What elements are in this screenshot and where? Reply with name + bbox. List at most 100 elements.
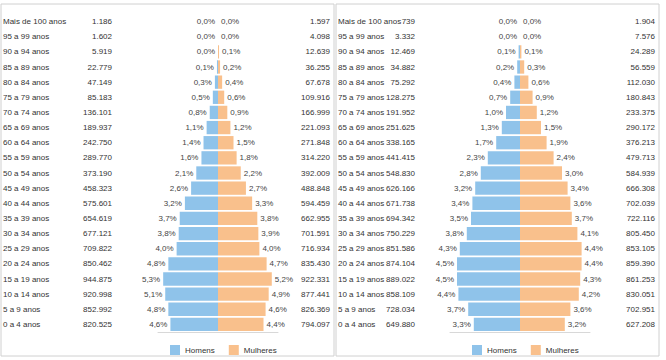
svg-text:861.253: 861.253 xyxy=(626,275,655,284)
svg-text:0,2%: 0,2% xyxy=(223,63,241,72)
svg-text:4,6%: 4,6% xyxy=(149,320,167,329)
svg-text:4,4%: 4,4% xyxy=(267,320,285,329)
svg-text:5 a 9 anos: 5 a 9 anos xyxy=(3,305,40,314)
svg-text:4.098: 4.098 xyxy=(310,32,331,41)
svg-text:4,3%: 4,3% xyxy=(583,275,601,284)
svg-text:584.939: 584.939 xyxy=(626,169,655,178)
svg-text:95 a 99 anos: 95 a 99 anos xyxy=(3,32,49,41)
svg-text:45 a 49 anos: 45 a 49 anos xyxy=(3,184,49,193)
svg-text:4,8%: 4,8% xyxy=(147,305,165,314)
svg-text:70 a 74 anos: 70 a 74 anos xyxy=(3,108,49,117)
svg-text:4,0%: 4,0% xyxy=(155,244,173,253)
svg-text:85.183: 85.183 xyxy=(88,93,113,102)
svg-text:20 a 24 anos: 20 a 24 anos xyxy=(338,259,384,268)
svg-text:12.469: 12.469 xyxy=(391,47,416,56)
svg-text:Homens: Homens xyxy=(185,346,215,355)
svg-text:1,8%: 1,8% xyxy=(240,153,258,162)
svg-text:36.255: 36.255 xyxy=(306,63,331,72)
svg-text:233.375: 233.375 xyxy=(626,108,655,117)
svg-text:3,3%: 3,3% xyxy=(453,320,471,329)
svg-text:251.625: 251.625 xyxy=(386,123,415,132)
svg-text:701.591: 701.591 xyxy=(301,229,330,238)
svg-text:25 a 29 anos: 25 a 29 anos xyxy=(338,244,384,253)
svg-text:830.051: 830.051 xyxy=(626,290,655,299)
svg-text:5 a 9 anos: 5 a 9 anos xyxy=(338,305,375,314)
svg-text:0,0%: 0,0% xyxy=(499,32,517,41)
svg-text:805.450: 805.450 xyxy=(626,229,655,238)
svg-text:0,0%: 0,0% xyxy=(197,47,215,56)
svg-text:2,7%: 2,7% xyxy=(249,184,267,193)
svg-text:458.323: 458.323 xyxy=(83,184,112,193)
svg-text:709.822: 709.822 xyxy=(83,244,112,253)
svg-text:5.919: 5.919 xyxy=(92,47,113,56)
svg-text:1,4%: 1,4% xyxy=(182,138,200,147)
svg-text:34.882: 34.882 xyxy=(391,63,416,72)
svg-text:0 a 4 anos: 0 a 4 anos xyxy=(338,320,375,329)
svg-text:4,1%: 4,1% xyxy=(580,229,598,238)
svg-text:4,0%: 4,0% xyxy=(262,244,280,253)
svg-text:0,3%: 0,3% xyxy=(527,63,545,72)
svg-text:859.390: 859.390 xyxy=(626,259,655,268)
svg-text:80 a 84 anos: 80 a 84 anos xyxy=(338,78,384,87)
svg-text:0,1%: 0,1% xyxy=(497,47,515,56)
svg-text:4,8%: 4,8% xyxy=(147,259,165,268)
svg-text:35 a 39 anos: 35 a 39 anos xyxy=(3,214,49,223)
svg-text:858.109: 858.109 xyxy=(386,290,415,299)
svg-text:3,4%: 3,4% xyxy=(571,184,589,193)
svg-text:441.415: 441.415 xyxy=(386,153,415,162)
svg-text:376.213: 376.213 xyxy=(626,138,655,147)
svg-text:3,5%: 3,5% xyxy=(450,214,468,223)
svg-text:2,2%: 2,2% xyxy=(244,169,262,178)
svg-text:10 a 14 anos: 10 a 14 anos xyxy=(338,290,384,299)
svg-text:0,1%: 0,1% xyxy=(222,47,240,56)
svg-text:649.880: 649.880 xyxy=(386,320,415,329)
svg-text:739: 739 xyxy=(402,17,416,26)
svg-text:4,5%: 4,5% xyxy=(436,275,454,284)
svg-text:3,8%: 3,8% xyxy=(260,214,278,223)
svg-text:575.601: 575.601 xyxy=(83,199,112,208)
svg-text:Mais de 100 anos: Mais de 100 anos xyxy=(338,17,401,26)
svg-text:662.955: 662.955 xyxy=(301,214,330,223)
svg-text:1,3%: 1,3% xyxy=(481,123,499,132)
svg-text:0,0%: 0,0% xyxy=(221,17,239,26)
svg-text:392.009: 392.009 xyxy=(301,169,330,178)
svg-text:50 a 54 anos: 50 a 54 anos xyxy=(338,169,384,178)
svg-text:80 a 84 anos: 80 a 84 anos xyxy=(3,78,49,87)
svg-text:2,8%: 2,8% xyxy=(460,169,478,178)
svg-text:338.165: 338.165 xyxy=(386,138,415,147)
svg-text:5,2%: 5,2% xyxy=(275,275,293,284)
svg-text:728.034: 728.034 xyxy=(386,305,415,314)
svg-text:820.525: 820.525 xyxy=(83,320,112,329)
svg-text:90 a 94 anos: 90 a 94 anos xyxy=(338,47,384,56)
svg-text:7.576: 7.576 xyxy=(635,32,656,41)
svg-text:1,5%: 1,5% xyxy=(237,138,255,147)
svg-text:851.586: 851.586 xyxy=(386,244,415,253)
svg-text:671.738: 671.738 xyxy=(386,199,415,208)
svg-text:0,0%: 0,0% xyxy=(499,17,517,26)
svg-text:30 a 34 anos: 30 a 34 anos xyxy=(338,229,384,238)
svg-text:373.190: 373.190 xyxy=(83,169,112,178)
svg-text:24.289: 24.289 xyxy=(631,47,656,56)
svg-text:0,2%: 0,2% xyxy=(496,63,514,72)
svg-text:40 a 44 anos: 40 a 44 anos xyxy=(338,199,384,208)
svg-text:191.952: 191.952 xyxy=(386,108,415,117)
svg-text:722.116: 722.116 xyxy=(627,214,656,223)
svg-text:852.992: 852.992 xyxy=(83,305,112,314)
svg-text:922.331: 922.331 xyxy=(301,275,330,284)
svg-text:60 a 64 anos: 60 a 64 anos xyxy=(3,138,49,147)
svg-text:Homens: Homens xyxy=(487,346,517,355)
svg-text:627.208: 627.208 xyxy=(626,320,655,329)
svg-text:0,9%: 0,9% xyxy=(230,108,248,117)
svg-text:136.101: 136.101 xyxy=(83,108,112,117)
svg-text:0,0%: 0,0% xyxy=(197,17,215,26)
svg-text:654.619: 654.619 xyxy=(83,214,112,223)
svg-text:290.172: 290.172 xyxy=(626,123,655,132)
svg-text:5,1%: 5,1% xyxy=(144,290,162,299)
svg-text:702.951: 702.951 xyxy=(626,305,655,314)
svg-text:0 a 4 anos: 0 a 4 anos xyxy=(3,320,40,329)
svg-text:40 a 44 anos: 40 a 44 anos xyxy=(3,199,49,208)
svg-text:65 a 69 anos: 65 a 69 anos xyxy=(3,123,49,132)
svg-text:4,6%: 4,6% xyxy=(269,305,287,314)
svg-text:488.848: 488.848 xyxy=(301,184,330,193)
svg-text:594.459: 594.459 xyxy=(301,199,330,208)
